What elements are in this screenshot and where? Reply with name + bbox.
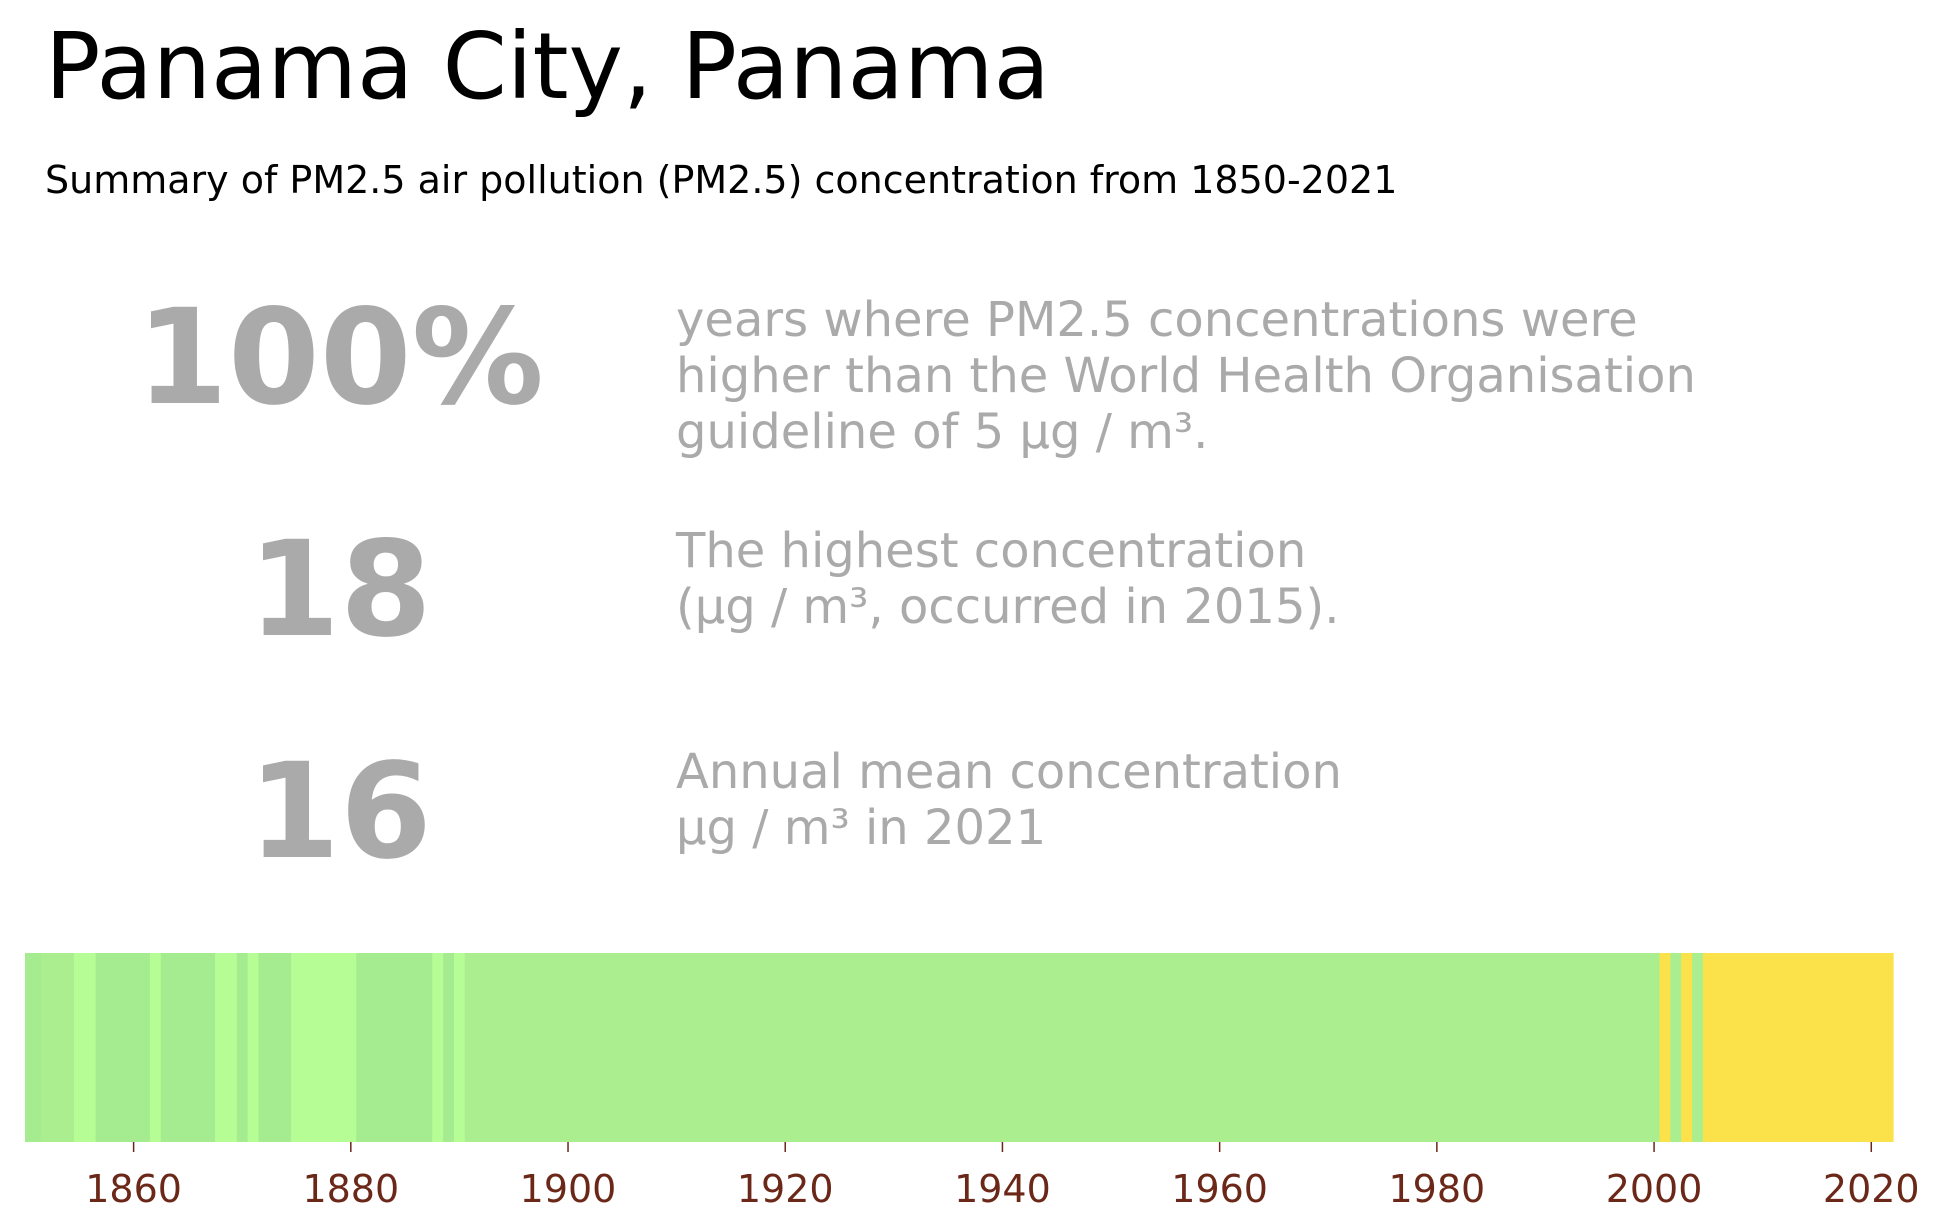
stripe-segment-1890.5-2000.5 [464, 953, 1661, 1142]
x-tick-label-1960: 1960 [1171, 1167, 1268, 1211]
x-tick-label-1860: 1860 [85, 1167, 182, 1211]
stripe-segment-1874.5-1880.5 [291, 953, 357, 1142]
stripe-segment-2002.5-2003.5 [1681, 953, 1693, 1142]
page-title: Panama City, Panama [45, 13, 1050, 120]
stat-mean-value: 16 [248, 735, 432, 889]
x-tick-label-1920: 1920 [737, 1167, 834, 1211]
stripe-segment-1851.5-1854.5 [41, 953, 75, 1142]
stripe-segment-1888.5-1889.5 [443, 953, 455, 1142]
stripe-segment-1887.5-1888.5 [432, 953, 444, 1142]
stat-percent-value: 100% [136, 281, 544, 435]
stripe-segment-1880.5-1887.5 [356, 953, 433, 1142]
stripe-segment-1861.5-1862.5 [149, 953, 162, 1142]
x-axis: 1860 1880 1900 1920 1940 1960 1980 2000 2020 [85, 1142, 1920, 1211]
x-tick-label-1980: 1980 [1389, 1167, 1486, 1211]
x-tick-label-2020: 2020 [1823, 1167, 1920, 1211]
stat-max-line-1: The highest concentration [676, 523, 1307, 579]
stripe-segment-1889.5-1890.5 [453, 953, 466, 1142]
stat-max-description: The highest concentration (µg / m³, occu… [676, 523, 1340, 635]
stripe-segment-1862.5-1867.5 [160, 953, 216, 1142]
x-tick-label-1940: 1940 [954, 1167, 1051, 1211]
stat-percent-line-1: years where PM2.5 concentrations were [676, 292, 1638, 348]
stat-percent-description: years where PM2.5 concentrations were hi… [676, 292, 1696, 460]
x-tick-label-1900: 1900 [520, 1167, 617, 1211]
stat-max-line-2: (µg / m³, occurred in 2015). [676, 579, 1340, 635]
stat-mean-line-1: Annual mean concentration [676, 744, 1342, 800]
page-subtitle: Summary of PM2.5 air pollution (PM2.5) c… [45, 158, 1398, 202]
stripe-segment-1856.5-1861.5 [95, 953, 151, 1142]
stripe-segment-2000.5-2001.5 [1659, 953, 1671, 1142]
stripe-segment-1850-1851.5 [25, 953, 42, 1142]
stat-mean-line-2: µg / m³ in 2021 [676, 800, 1047, 856]
stat-mean-description: Annual mean concentration µg / m³ in 202… [676, 744, 1342, 856]
stripe-segment-1854.5-1856.5 [73, 953, 97, 1142]
stripe-segment-1871.5-1874.5 [258, 953, 292, 1142]
stripe-segment-2003.5-2004.5 [1692, 953, 1704, 1142]
stat-percent-line-3: guideline of 5 µg / m³. [676, 404, 1209, 460]
stripe-segment-1869.5-1870.5 [236, 953, 249, 1142]
stripe-segment-2001.5-2002.5 [1670, 953, 1682, 1142]
x-tick-label-2000: 2000 [1606, 1167, 1703, 1211]
x-tick-label-1880: 1880 [302, 1167, 399, 1211]
stripe-segment-1867.5-1869.5 [215, 953, 238, 1142]
stat-max-value: 18 [248, 513, 432, 667]
stripe-segment-2004.5-2022 [1702, 953, 1894, 1142]
stripe-bars [25, 953, 1894, 1142]
stat-percent-line-2: higher than the World Health Organisatio… [676, 348, 1696, 404]
stripe-segment-1870.5-1871.5 [247, 953, 260, 1142]
